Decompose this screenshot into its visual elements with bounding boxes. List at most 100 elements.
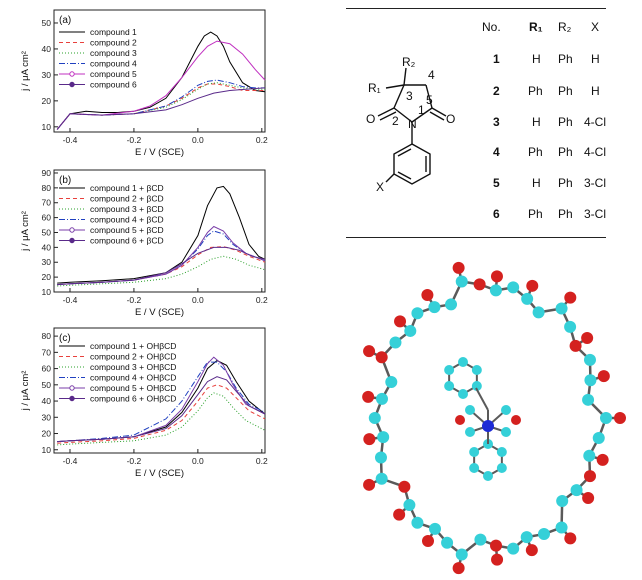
carbon-atom bbox=[532, 306, 545, 319]
y-tick-label: 80 bbox=[42, 331, 52, 341]
oxygen-atom bbox=[582, 491, 595, 504]
y-tick-label: 10 bbox=[42, 287, 52, 297]
carbon-atom bbox=[600, 412, 612, 424]
y-tick-label: 40 bbox=[42, 242, 52, 252]
row6-x: 3-Cl bbox=[584, 207, 607, 221]
x-tick-label: 0.0 bbox=[192, 456, 204, 466]
carbon-atom bbox=[375, 392, 388, 405]
oxygen-atom bbox=[564, 291, 577, 304]
carbon-atom bbox=[403, 499, 416, 512]
bond-c5-o bbox=[431, 107, 447, 117]
oxygen-atom bbox=[511, 415, 521, 425]
carbon-atom bbox=[538, 528, 550, 541]
carbon-atom bbox=[507, 281, 520, 294]
bond-c5-n bbox=[411, 107, 433, 123]
chart-panel-1: -0.4 -0.2 0.0 0.2 10 20 30 40 50 60 70 80 90 E / V (S… bbox=[20, 168, 268, 318]
x-tick-label: -0.4 bbox=[63, 456, 78, 466]
y-tick-label: 70 bbox=[42, 198, 52, 208]
y-axis-label: j / μA cm² bbox=[20, 371, 31, 412]
carbon-atom bbox=[385, 376, 398, 389]
oxygen-atom bbox=[362, 390, 375, 403]
carbon-atom bbox=[555, 521, 568, 534]
plot-frame bbox=[53, 169, 266, 293]
legend-marker-6 bbox=[69, 81, 75, 88]
carbon-atom bbox=[404, 324, 417, 337]
y-tick-label: 40 bbox=[42, 396, 52, 406]
series-line-2 bbox=[57, 246, 266, 286]
row3-no: 3 bbox=[493, 115, 500, 129]
x-tick-label: -0.4 bbox=[63, 295, 78, 305]
carbon-atom bbox=[465, 427, 475, 437]
row2-x: H bbox=[591, 84, 600, 98]
x-tick-label: 0.2 bbox=[256, 295, 268, 305]
carbon-atom bbox=[444, 381, 455, 391]
row1-r2: Ph bbox=[558, 52, 573, 66]
row3-r1: H bbox=[532, 115, 541, 129]
label-5: 5 bbox=[426, 93, 433, 107]
row3-r2: Ph bbox=[558, 115, 573, 129]
series-line-4 bbox=[57, 361, 266, 443]
plot-frame bbox=[53, 9, 266, 133]
legend-label-6: compound 6 + βCD bbox=[90, 236, 164, 246]
oxygen-atom bbox=[596, 453, 609, 466]
oxygen-atom bbox=[455, 415, 465, 425]
oxygen-atom bbox=[583, 470, 596, 483]
header-r1: R₁ bbox=[529, 20, 543, 34]
legend-marker-6 bbox=[69, 237, 75, 244]
carbon-atom bbox=[469, 447, 480, 457]
carbon-atom bbox=[582, 393, 595, 406]
row5-x: 3-Cl bbox=[584, 176, 607, 190]
series-line-6 bbox=[56, 87, 266, 130]
legend-marker-5 bbox=[69, 385, 75, 391]
carbon-atom bbox=[496, 463, 507, 473]
y-tick-label: 50 bbox=[42, 18, 52, 28]
bond-c2-c3 bbox=[393, 84, 405, 109]
y-tick-label: 60 bbox=[42, 364, 52, 374]
carbon-atom bbox=[570, 484, 583, 497]
x-tick-label: -0.2 bbox=[127, 135, 142, 145]
carbon-atom bbox=[564, 320, 577, 333]
carbon-atom bbox=[428, 301, 441, 314]
carbon-atom bbox=[501, 405, 511, 415]
row5-r2: Ph bbox=[558, 176, 573, 190]
y-tick-label: 10 bbox=[42, 122, 52, 132]
x-tick-label: 0.2 bbox=[256, 456, 268, 466]
oxygen-atom bbox=[393, 508, 406, 521]
phenyl-double-3 bbox=[397, 171, 412, 180]
header-r2: R₂ bbox=[558, 20, 572, 34]
y-axis-label: j / μA cm² bbox=[20, 51, 31, 92]
carbon-atom bbox=[469, 463, 480, 473]
legend-label-4: compound 4 + βCD bbox=[90, 215, 164, 225]
carbon-atom bbox=[584, 374, 597, 387]
table-bottom-rule bbox=[346, 237, 606, 238]
table-top-rule bbox=[346, 8, 606, 9]
y-tick-label: 30 bbox=[42, 412, 52, 422]
x-tick-label: 0.0 bbox=[192, 135, 204, 145]
oxygen-atom bbox=[490, 270, 503, 283]
compound-table: No. R₁ R₂ X 1 H Ph H 2 Ph Ph H 3 H Ph 4-… bbox=[346, 8, 606, 238]
row1-x: H bbox=[591, 52, 600, 66]
legend-label-2: compound 2 + OHβCD bbox=[90, 352, 176, 362]
label-o-left: O bbox=[366, 112, 375, 126]
row4-r2: Ph bbox=[558, 145, 573, 159]
row2-r2: Ph bbox=[558, 84, 573, 98]
carbon-atom bbox=[411, 516, 424, 529]
header-x: X bbox=[591, 20, 600, 34]
series-line-3 bbox=[57, 392, 266, 446]
bond-ring-x bbox=[385, 173, 395, 183]
oxygen-atom bbox=[569, 339, 582, 352]
bond-c5-o-double bbox=[429, 111, 445, 121]
carbon-atom bbox=[411, 307, 424, 320]
label-2: 2 bbox=[392, 114, 399, 128]
chart-panel-0: -0.4 -0.2 0.0 0.2 10 20 30 40 50 E / V (SCE) j / μ… bbox=[20, 9, 268, 158]
carbon-atom bbox=[489, 284, 502, 297]
row4-x: 4-Cl bbox=[584, 145, 607, 159]
bond-c3-r1 bbox=[385, 84, 405, 89]
header-no: No. bbox=[482, 20, 501, 34]
carbon-atom bbox=[501, 427, 511, 437]
row3-x: 4-Cl bbox=[584, 115, 607, 129]
carbon-atom bbox=[474, 533, 487, 546]
carbon-atom bbox=[496, 447, 507, 457]
legend-label-4: compound 4 bbox=[90, 59, 137, 69]
